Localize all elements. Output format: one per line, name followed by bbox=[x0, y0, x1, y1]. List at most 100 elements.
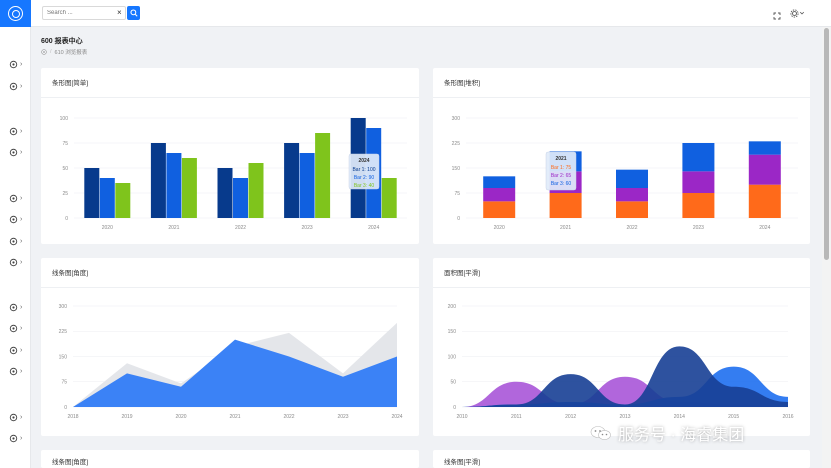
bar[interactable] bbox=[381, 178, 397, 218]
y-tick-label: 300 bbox=[452, 116, 461, 122]
tooltip-line: Bar 1: 75 bbox=[551, 165, 572, 171]
flag-icon bbox=[9, 215, 18, 223]
stacked-bar-segment[interactable] bbox=[748, 141, 781, 155]
tooltip-line: Bar 2: 65 bbox=[551, 173, 572, 179]
x-tick-label: 2021 bbox=[168, 225, 179, 231]
sidebar-item-tablet[interactable]: › bbox=[9, 235, 27, 247]
chevron-right-icon: › bbox=[20, 367, 23, 375]
chevron-right-icon: › bbox=[20, 148, 23, 156]
bar[interactable] bbox=[248, 163, 264, 218]
settings-menu-button[interactable] bbox=[790, 8, 806, 18]
breadcrumb: / 610 浏览报表 bbox=[41, 48, 87, 56]
search-button[interactable] bbox=[127, 6, 140, 20]
bar[interactable] bbox=[84, 168, 100, 218]
chevron-right-icon: › bbox=[20, 434, 23, 442]
x-tick-label: 2016 bbox=[782, 414, 793, 420]
sidebar-item-award[interactable]: › bbox=[9, 432, 27, 444]
chart-tooltip: 2021 Bar 1: 75 Bar 2: 65 Bar 3: 60 bbox=[545, 151, 577, 191]
chevron-right-icon: › bbox=[20, 303, 23, 311]
infinity-icon bbox=[9, 367, 18, 375]
sidebar-item-globe[interactable]: › bbox=[9, 58, 27, 70]
users-icon bbox=[9, 148, 18, 156]
sidebar-item-anchor[interactable]: › bbox=[9, 192, 27, 204]
stacked-bar-segment[interactable] bbox=[682, 193, 715, 218]
bar[interactable] bbox=[99, 178, 115, 218]
sidebar-item-users[interactable]: › bbox=[9, 146, 27, 158]
stacked-bar-segment[interactable] bbox=[483, 176, 516, 188]
x-tick-label: 2013 bbox=[619, 414, 630, 420]
award-icon bbox=[9, 434, 18, 442]
home-icon[interactable] bbox=[41, 49, 47, 55]
bar[interactable] bbox=[181, 158, 197, 218]
y-tick-label: 50 bbox=[450, 380, 456, 386]
y-tick-label: 200 bbox=[448, 304, 457, 310]
y-tick-label: 25 bbox=[62, 191, 68, 197]
clear-search-button[interactable]: × bbox=[117, 8, 122, 17]
bar[interactable] bbox=[166, 153, 182, 218]
chevron-right-icon: › bbox=[20, 82, 23, 90]
mail-icon bbox=[9, 413, 18, 421]
area-series[interactable] bbox=[73, 339, 397, 407]
sidebar-item-cart[interactable]: › bbox=[9, 322, 27, 334]
stacked-bar-segment[interactable] bbox=[483, 201, 516, 218]
fullscreen-button[interactable] bbox=[772, 8, 782, 20]
bar[interactable] bbox=[115, 183, 131, 218]
sidebar-item-grid[interactable]: › bbox=[9, 301, 27, 313]
globe-icon bbox=[9, 60, 18, 68]
stacked-bar-segment[interactable] bbox=[549, 193, 582, 218]
sidebar-item-mail[interactable]: › bbox=[9, 411, 27, 423]
stacked-bar-segment[interactable] bbox=[483, 188, 516, 202]
sidebar-item-target[interactable]: › bbox=[9, 344, 27, 356]
stacked-bar-segment[interactable] bbox=[748, 184, 781, 218]
bar-chart-simple: 0 25 50 75 100 2020 2021 2022 2023 2024 2024 Bar 1:… bbox=[60, 116, 407, 231]
stacked-bar-segment[interactable] bbox=[682, 171, 715, 193]
card-title: 条形图[堆积] bbox=[444, 80, 481, 87]
bar[interactable] bbox=[315, 133, 331, 218]
breadcrumb-item[interactable]: 610 浏览报表 bbox=[54, 50, 88, 56]
app-logo[interactable] bbox=[0, 0, 31, 27]
scrollbar-thumb[interactable] bbox=[824, 28, 829, 260]
stacked-bar-segment[interactable] bbox=[682, 143, 715, 172]
sidebar-item-activity[interactable]: › bbox=[9, 256, 27, 268]
bar[interactable] bbox=[284, 143, 300, 218]
watermark-text: 服务号 · 海睿集团 bbox=[618, 427, 745, 444]
x-tick-label: 2021 bbox=[229, 414, 240, 420]
sidebar-item-compass[interactable]: › bbox=[9, 80, 27, 92]
y-tick-label: 0 bbox=[457, 216, 460, 222]
y-tick-label: 150 bbox=[59, 354, 68, 360]
stacked-bar-segment[interactable] bbox=[616, 201, 648, 218]
card-title: 线条图[角度] bbox=[52, 459, 89, 466]
x-tick-label: 2020 bbox=[102, 225, 113, 231]
sidebar-item-home[interactable]: › bbox=[9, 125, 27, 137]
x-tick-label: 2023 bbox=[337, 414, 348, 420]
x-tick-label: 2020 bbox=[494, 225, 505, 231]
bar[interactable] bbox=[150, 143, 166, 218]
smooth-area-series[interactable] bbox=[462, 346, 788, 407]
stacked-bar-segment[interactable] bbox=[616, 188, 648, 202]
tooltip-title: 2021 bbox=[555, 156, 566, 162]
x-tick-label: 2024 bbox=[759, 225, 770, 231]
card-line-angle-2: 线条图[角度] bbox=[41, 450, 419, 468]
stacked-bar-segment[interactable] bbox=[616, 169, 648, 188]
x-tick-label: 2018 bbox=[67, 414, 78, 420]
stacked-bar-segment[interactable] bbox=[748, 154, 781, 185]
bar[interactable] bbox=[299, 153, 315, 218]
compass-icon bbox=[9, 82, 18, 90]
sidebar-item-flag[interactable]: › bbox=[9, 213, 27, 225]
chevron-right-icon: › bbox=[20, 237, 23, 245]
wechat-icon bbox=[590, 426, 611, 440]
expand-icon bbox=[773, 12, 781, 20]
bar[interactable] bbox=[217, 168, 233, 218]
chevron-right-icon: › bbox=[20, 324, 23, 332]
y-tick-label: 75 bbox=[454, 191, 460, 197]
x-tick-label: 2021 bbox=[560, 225, 571, 231]
x-tick-label: 2019 bbox=[121, 414, 132, 420]
bar[interactable] bbox=[233, 178, 248, 218]
tooltip-title: 2024 bbox=[358, 158, 369, 164]
sidebar-item-infinity[interactable]: › bbox=[9, 365, 27, 377]
y-tick-label: 100 bbox=[60, 116, 69, 122]
card-line-smooth-2: 线条图[平滑] bbox=[433, 450, 810, 468]
search-input[interactable] bbox=[42, 6, 126, 20]
y-tick-label: 150 bbox=[448, 329, 457, 335]
